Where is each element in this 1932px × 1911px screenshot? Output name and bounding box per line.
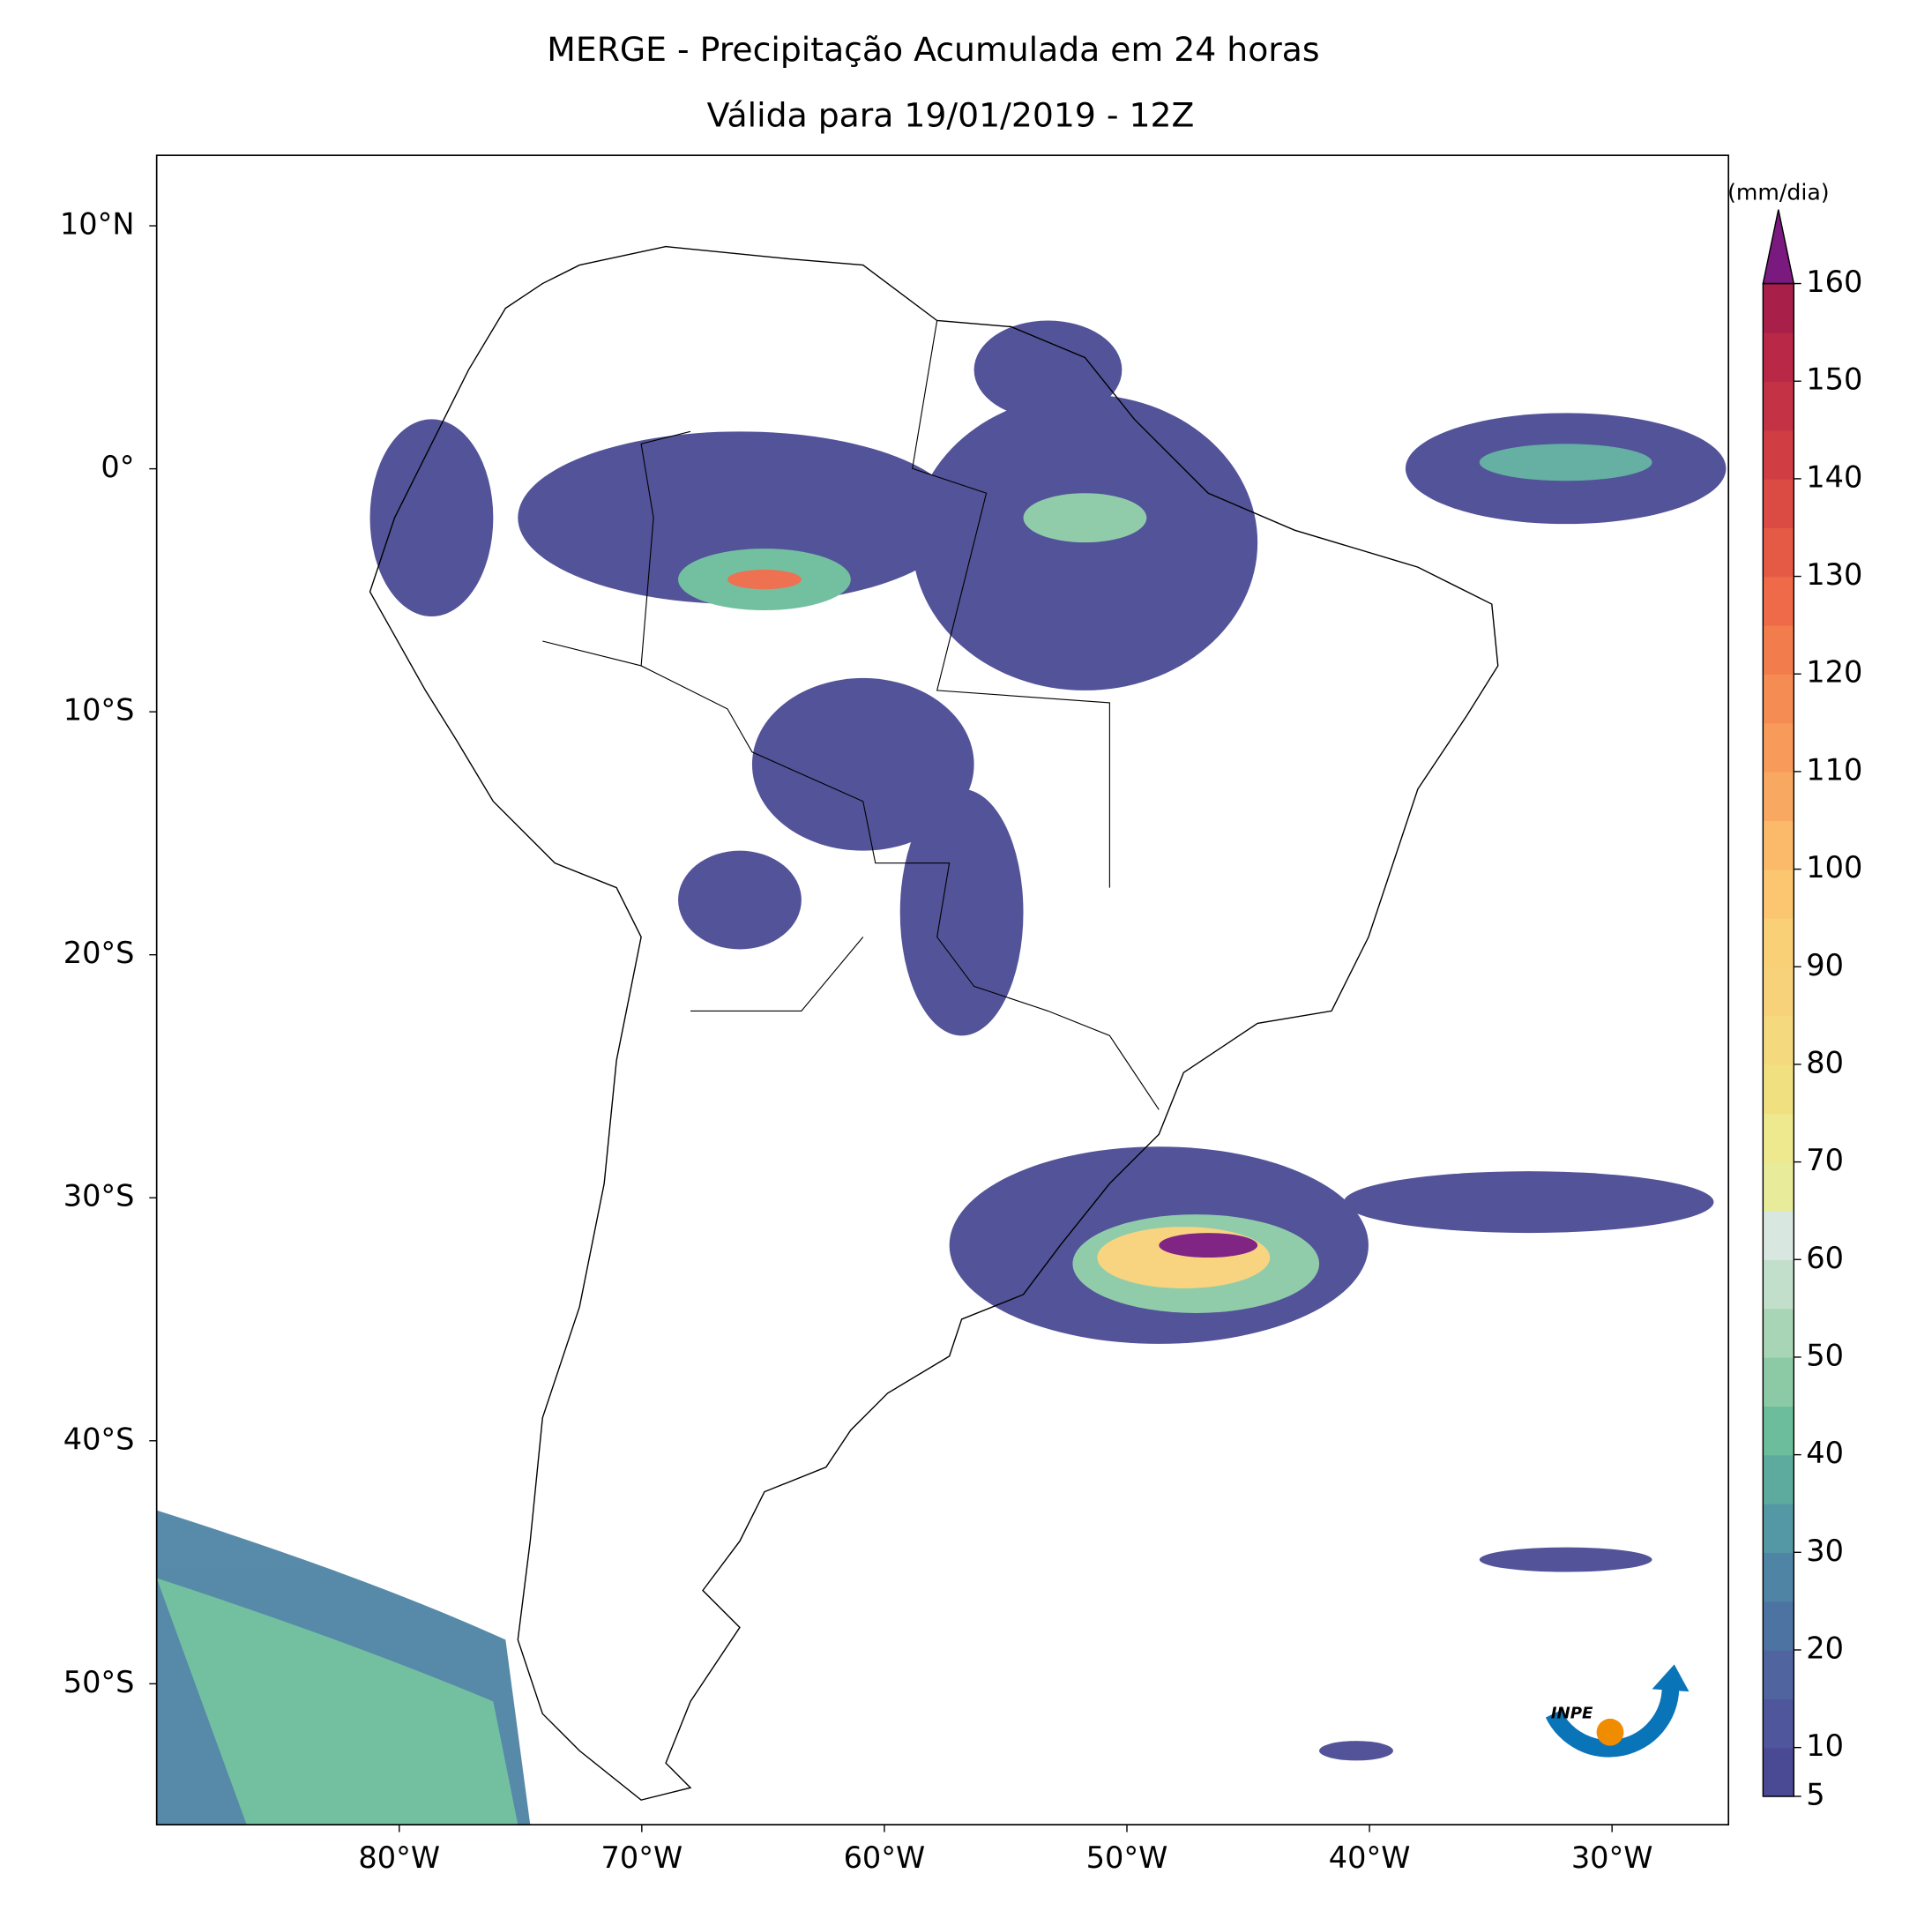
rain-area — [156, 1578, 518, 1825]
colorbar-band — [1763, 820, 1794, 870]
colorbar-frame — [1762, 282, 1794, 1797]
colorbar-tick-label: 90 — [1806, 948, 1844, 982]
x-tick-label: 40°W — [1329, 1840, 1411, 1875]
colorbar-band — [1763, 1161, 1794, 1212]
border — [542, 320, 1160, 1110]
colorbar-band — [1763, 429, 1794, 480]
colorbar-tick-label: 100 — [1806, 850, 1862, 885]
colorbar-band — [1763, 917, 1794, 967]
colorbar-tick-label: 60 — [1806, 1241, 1844, 1275]
logo-arrow — [1652, 1664, 1690, 1692]
colorbar-tick-label: 40 — [1806, 1436, 1844, 1470]
colorbar-band — [1763, 674, 1794, 724]
colorbar-band — [1763, 381, 1794, 431]
colorbar-band — [1763, 771, 1794, 821]
colorbar-band — [1763, 869, 1794, 919]
rain-area — [973, 320, 1123, 420]
rain-area — [1319, 1741, 1393, 1761]
colorbar-tick-label: 120 — [1806, 655, 1862, 690]
colorbar-band — [1763, 1649, 1794, 1700]
colorbar-band — [1763, 1747, 1794, 1797]
colorbar-band — [1763, 1308, 1794, 1358]
colorbar-tick-label: 110 — [1806, 752, 1862, 787]
colorbar-band — [1763, 1406, 1794, 1456]
colorbar-tick-label: 30 — [1806, 1534, 1844, 1568]
y-tick-label: 10°S — [63, 693, 135, 728]
y-tick-label: 50°S — [63, 1665, 135, 1699]
colorbar-tick-label: 10 — [1806, 1728, 1844, 1763]
colorbar-band — [1763, 722, 1794, 773]
map-frame — [155, 154, 1730, 1825]
colorbar-band — [1763, 576, 1794, 626]
colorbar-tick-label: 80 — [1806, 1045, 1844, 1079]
colorbar-tick-label: 140 — [1806, 459, 1862, 494]
rain-area — [1159, 1233, 1258, 1258]
x-tick-label: 50°W — [1086, 1840, 1168, 1875]
rain-area — [727, 569, 802, 590]
rain-area — [518, 431, 962, 605]
colorbar-extend — [1762, 209, 1795, 285]
x-tick-label: 80°W — [358, 1840, 440, 1875]
rain-area — [369, 419, 494, 617]
rain-area — [899, 788, 1024, 1036]
colorbar-band — [1763, 967, 1794, 1017]
rain-area — [751, 677, 974, 851]
rain-area — [678, 850, 802, 950]
y-tick-label: 30°S — [63, 1179, 135, 1213]
colorbar-band — [1763, 1601, 1794, 1651]
colorbar-band — [1763, 1015, 1794, 1065]
coastline — [369, 245, 1499, 1801]
logo-arc — [1545, 1688, 1680, 1758]
colorbar-band — [1763, 1356, 1794, 1407]
colorbar-tick-label: 150 — [1806, 362, 1862, 397]
colorbar-band — [1763, 478, 1794, 528]
chart-title: MERGE - Precipitação Acumulada em 24 hor… — [547, 30, 1319, 69]
logo-dot — [1596, 1718, 1624, 1746]
colorbar-band — [1763, 1552, 1794, 1602]
colorbar-band — [1763, 283, 1794, 333]
colorbar-tick-label: 70 — [1806, 1143, 1844, 1177]
x-tick-label: 60°W — [844, 1840, 926, 1875]
rain-area — [1479, 444, 1652, 481]
y-tick-label: 0° — [101, 450, 134, 484]
colorbar-tick-label: 5 — [1806, 1777, 1824, 1811]
colorbar-tick-label: 130 — [1806, 557, 1862, 592]
colorbar-band — [1763, 624, 1794, 675]
colorbar-band — [1763, 1454, 1794, 1504]
map-area: INPE — [155, 154, 1730, 1825]
colorbar-tick-label: 20 — [1806, 1631, 1844, 1665]
colorbar-band — [1763, 1259, 1794, 1310]
colorbar-tick-label: 160 — [1806, 265, 1862, 299]
colorbar-band — [1763, 332, 1794, 382]
rain-area — [1344, 1171, 1714, 1234]
colorbar-label: (mm/dia) — [1727, 179, 1830, 205]
logo-text: INPE — [1551, 1704, 1593, 1722]
colorbar-band — [1763, 1210, 1794, 1260]
colorbar-band — [1763, 1113, 1794, 1163]
colorbar-band — [1763, 1698, 1794, 1749]
y-tick-label: 10°N — [60, 207, 135, 242]
precipitation — [156, 320, 1727, 1825]
rain-area — [1023, 493, 1147, 543]
chart-subtitle: Válida para 19/01/2019 - 12Z — [707, 95, 1195, 134]
x-tick-label: 70°W — [601, 1840, 683, 1875]
x-tick-label: 30°W — [1571, 1840, 1653, 1875]
y-tick-label: 40°S — [63, 1422, 135, 1456]
colorbar-tick-label: 50 — [1806, 1338, 1844, 1372]
logo: INPE — [1545, 1664, 1690, 1758]
colorbar-band — [1763, 1503, 1794, 1553]
colorbar-band — [1763, 1064, 1794, 1114]
rain-area — [1479, 1547, 1652, 1572]
y-tick-label: 20°S — [63, 936, 135, 970]
colorbar-band — [1763, 527, 1794, 578]
